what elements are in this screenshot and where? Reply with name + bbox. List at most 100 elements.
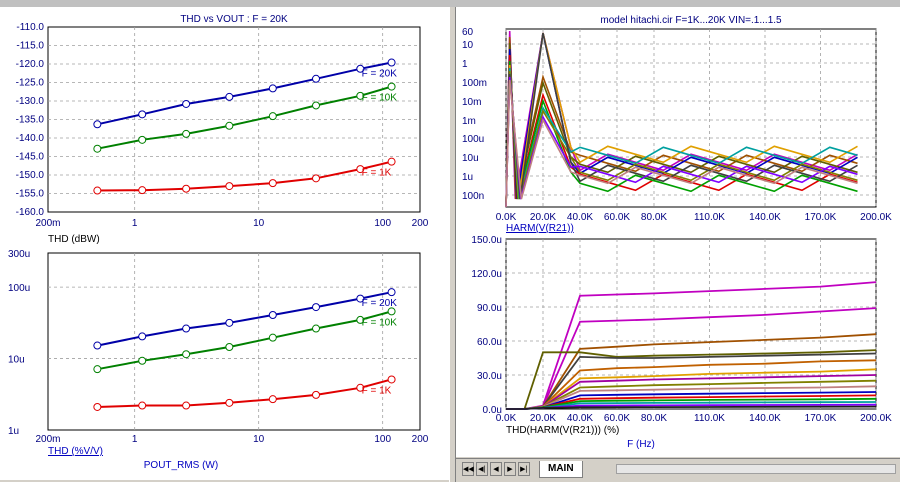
last-page-icon[interactable]: ▶|	[518, 462, 530, 476]
series-0-point	[138, 332, 147, 341]
series-2-point	[182, 184, 191, 193]
y-tick-label: 10	[462, 40, 474, 51]
y-tick-label: 100m	[462, 78, 487, 89]
y-tick-label: 0.0u	[483, 405, 502, 416]
x-axis-label: THD (dBW)	[48, 234, 100, 245]
series-1-point	[138, 135, 147, 144]
spectrum-trace	[505, 32, 858, 208]
x-tick-label: 1	[132, 218, 138, 229]
y-tick-label: 90.0u	[477, 303, 502, 314]
series-label: F = 10K	[362, 317, 398, 328]
y-tick-label: 1u	[8, 426, 19, 437]
x-tick-label: 80.0K	[641, 413, 667, 424]
y-tick-label: -110.0	[16, 22, 44, 33]
series-0-point	[356, 294, 365, 303]
series-0-point	[182, 99, 191, 108]
series-2-point	[182, 401, 191, 410]
x-tick-label: 60.0K	[604, 212, 630, 223]
series-1-point	[138, 356, 147, 365]
series-2-point	[387, 375, 396, 384]
series-2-point	[356, 165, 365, 174]
series-2-point	[268, 179, 277, 188]
y-tick-label: -145.0	[16, 152, 45, 163]
x-tick-label: 200	[412, 434, 429, 445]
y-tick-label: -135.0	[16, 115, 45, 126]
series-label: F = 20K	[362, 298, 398, 309]
y-tick-label: 60	[462, 27, 474, 38]
series-1-point	[356, 91, 365, 100]
series-1-point	[387, 82, 396, 91]
series-1-point	[225, 343, 234, 352]
x-tick-label: 10	[253, 434, 265, 445]
x-tick-label: 20.0K	[530, 212, 556, 223]
spectrum-trace	[505, 32, 858, 208]
x-axis-label-secondary: F (Hz)	[627, 439, 655, 450]
y-tick-label: -150.0	[16, 170, 45, 181]
series-label: F = 10K	[362, 93, 398, 104]
y-tick-label: 100u	[462, 134, 484, 145]
x-tick-label: 60.0K	[604, 413, 630, 424]
series-0-point	[225, 92, 234, 101]
y-tick-label: 1u	[462, 172, 473, 183]
page-tab-bar: ◀◀ ◀| ◀ ▶ ▶| MAIN	[456, 458, 900, 482]
x-tick-label: 170.0K	[805, 212, 837, 223]
x-tick-label: 140.0K	[749, 413, 781, 424]
y-tick-label: 10u	[8, 355, 25, 366]
x-tick-label: 200m	[35, 434, 60, 445]
window-splitter[interactable]	[449, 7, 456, 482]
right-plot-window: model hitachi.cir F=1K...20K VIN=.1...1.…	[456, 7, 900, 457]
plot-frame	[505, 28, 877, 208]
series-0-point	[182, 324, 191, 333]
x-tick-label: 200m	[35, 218, 60, 229]
x-tick-label: 170.0K	[805, 413, 837, 424]
y-tick-label: 100u	[8, 283, 30, 294]
series-label: F = 20K	[362, 69, 398, 80]
series-2-line	[97, 378, 392, 408]
spectrum-trace	[505, 79, 858, 208]
next-page-icon[interactable]: ▶	[504, 462, 516, 476]
series-1-point	[182, 350, 191, 359]
series-0-point	[138, 110, 147, 119]
series-2-point	[356, 383, 365, 392]
x-tick-label: 0.0K	[496, 413, 517, 424]
x-tick-label: 140.0K	[749, 212, 781, 223]
series-2-point	[93, 402, 102, 411]
y-tick-label: -140.0	[16, 133, 45, 144]
y-tick-label: 30.0u	[477, 371, 502, 382]
prev-page-fast-icon[interactable]: ◀|	[476, 462, 488, 476]
y-tick-label: -115.0	[16, 41, 44, 52]
first-page-icon[interactable]: ◀◀	[462, 462, 474, 476]
tab-main[interactable]: MAIN	[539, 461, 583, 478]
y-tick-label: 100n	[462, 191, 484, 202]
prev-page-icon[interactable]: ◀	[490, 462, 502, 476]
series-0-point	[268, 84, 277, 93]
spectrum-trace	[505, 36, 858, 208]
y-tick-label: 300u	[8, 249, 30, 260]
spectrum-trace	[505, 70, 858, 208]
series-1-point	[312, 324, 321, 333]
horizontal-scrollbar[interactable]	[616, 464, 896, 474]
series-0-point	[93, 120, 102, 129]
series-1-point	[268, 333, 277, 342]
series-0-point	[225, 318, 234, 327]
series-2-point	[225, 182, 234, 191]
series-0-point	[356, 64, 365, 73]
x-tick-label: 200.0K	[860, 413, 892, 424]
right-plot-svg: model hitachi.cir F=1K...20K VIN=.1...1.…	[462, 15, 892, 450]
y-tick-label: -130.0	[16, 96, 45, 107]
x-tick-label: 10	[253, 218, 265, 229]
series-1-line	[97, 85, 392, 150]
series-0-point	[312, 303, 321, 312]
y-tick-label: 1	[462, 59, 468, 70]
x-tick-label: 100	[374, 434, 391, 445]
series-2-point	[138, 401, 147, 410]
x-tick-label: 40.0K	[567, 212, 593, 223]
series-0-point	[268, 310, 277, 319]
y-tick-label: 10u	[462, 153, 479, 164]
series-1-point	[387, 307, 396, 316]
x-axis-label: HARM(V(R21))	[506, 223, 574, 234]
y-tick-label: 150.0u	[471, 235, 502, 246]
y-tick-label: -155.0	[16, 189, 45, 200]
x-axis-label: THD(HARM(V(R21))) (%)	[506, 425, 619, 436]
series-label: F = 1K	[362, 168, 392, 179]
